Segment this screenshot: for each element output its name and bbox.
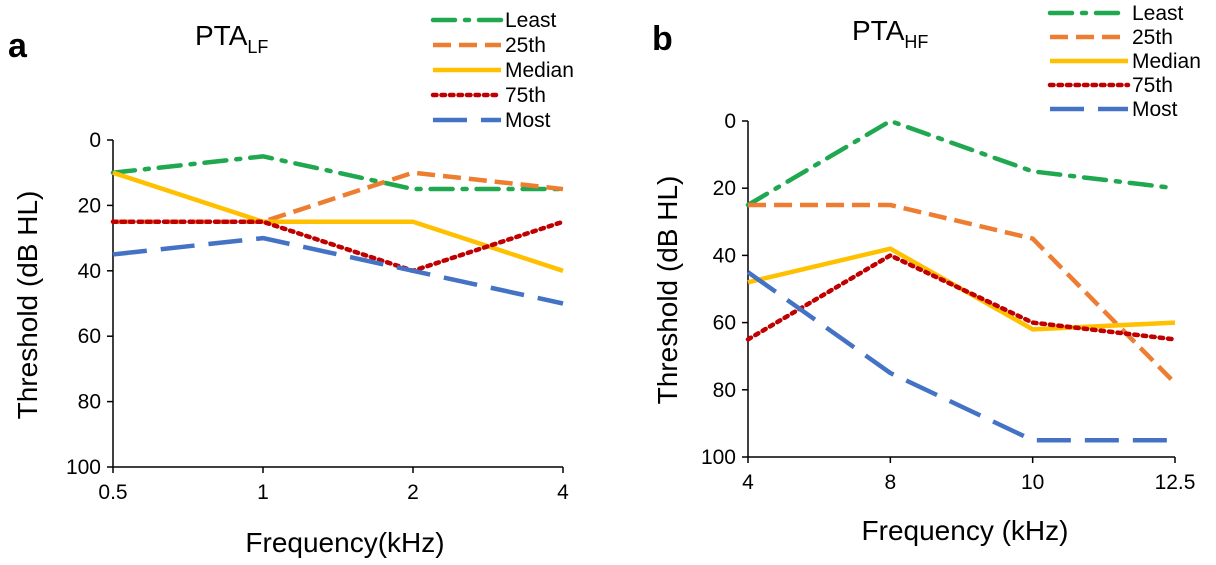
panel-b-legend-label-median: Median <box>1132 50 1201 73</box>
panel-a-x-axis-title: Frequency(kHz) <box>245 527 444 558</box>
panel-b-title-subscript: HF <box>904 32 928 52</box>
panel-a-legend-label-median: Median <box>505 59 574 82</box>
panel-b-y-tick-label: 40 <box>713 244 736 267</box>
panel-b-legend-label-least: Least <box>1132 2 1184 25</box>
panel-b-y-axis-title: Threshold (dB HL) <box>652 176 683 405</box>
panel-b-y-tick-label: 20 <box>713 177 736 200</box>
panel-b-legend-label-most: Most <box>1132 98 1178 121</box>
panel-b-y-tick-label: 80 <box>713 379 736 402</box>
panel-b-series-25th-line <box>748 202 1177 385</box>
panel-b-legend-label-25th: 25th <box>1132 26 1173 49</box>
panel-a-series-25th-line <box>113 170 564 224</box>
panel-a-y-tick-label: 80 <box>78 391 101 414</box>
panel-b-series-median-line <box>747 246 1176 332</box>
panel-a-y-tick-label: 100 <box>66 456 101 479</box>
panel-b-label: b <box>652 20 673 58</box>
panel-a-y-tick-label: 60 <box>78 325 101 348</box>
panel-a-label: a <box>8 27 28 65</box>
panel-b-legend-label-75th: 75th <box>1132 74 1173 97</box>
panel-a-legend-label-most: Most <box>505 109 551 132</box>
panel-a-series-75th-line <box>110 219 566 274</box>
panel-b-y-tick-label: 60 <box>713 312 736 335</box>
panel-a-legend-label-75th: 75th <box>505 84 546 107</box>
panel-a-title-main: PTA <box>195 20 248 51</box>
panel-a-x-tick-label: 1 <box>257 481 269 504</box>
panel-a-legend-label-25th: 25th <box>505 34 546 57</box>
panel-a-x-tick-label: 2 <box>407 481 419 504</box>
panel-a-y-axis-title: Threshold (dB HL) <box>12 191 43 420</box>
panel-a-series-least-line <box>110 154 566 192</box>
panel-a-series-most-line <box>112 235 564 306</box>
panel-a-x-tick-label: 4 <box>557 481 569 504</box>
panel-a-x-tick-label: 0.5 <box>98 481 127 504</box>
panel-a-y-tick-label: 20 <box>78 194 101 217</box>
panel-b-x-tick-label: 4 <box>742 471 754 494</box>
panel-b-x-axis-title: Frequency (kHz) <box>862 515 1069 546</box>
panel-a-title-subscript: LF <box>247 37 268 57</box>
panel-b-x-tick-label: 8 <box>884 471 896 494</box>
panel-a-y-tick-label: 40 <box>78 260 101 283</box>
panel-a-legend-label-least: Least <box>505 9 557 32</box>
panel-b-x-tick-label: 10 <box>1021 471 1044 494</box>
panel-b-y-tick-label: 100 <box>701 446 736 469</box>
panel-b-y-tick-label: 0 <box>724 110 736 133</box>
panel-b-series-least-line <box>745 118 1178 208</box>
panel-b-x-tick-label: 12.5 <box>1155 471 1196 494</box>
panel-a-title: PTALF <box>195 20 268 57</box>
panel-b-title: PTAHF <box>852 15 928 52</box>
panel-b-series-most-line <box>746 270 1175 443</box>
panel-b-title-main: PTA <box>852 15 905 46</box>
panel-a-y-tick-label: 0 <box>89 129 101 152</box>
panel-b-plot-area: 0 20 40 60 80 100 4 8 10 12.5 Least25thMedian75thM… <box>701 2 1201 494</box>
panel-b-series-75th-line <box>745 253 1178 342</box>
